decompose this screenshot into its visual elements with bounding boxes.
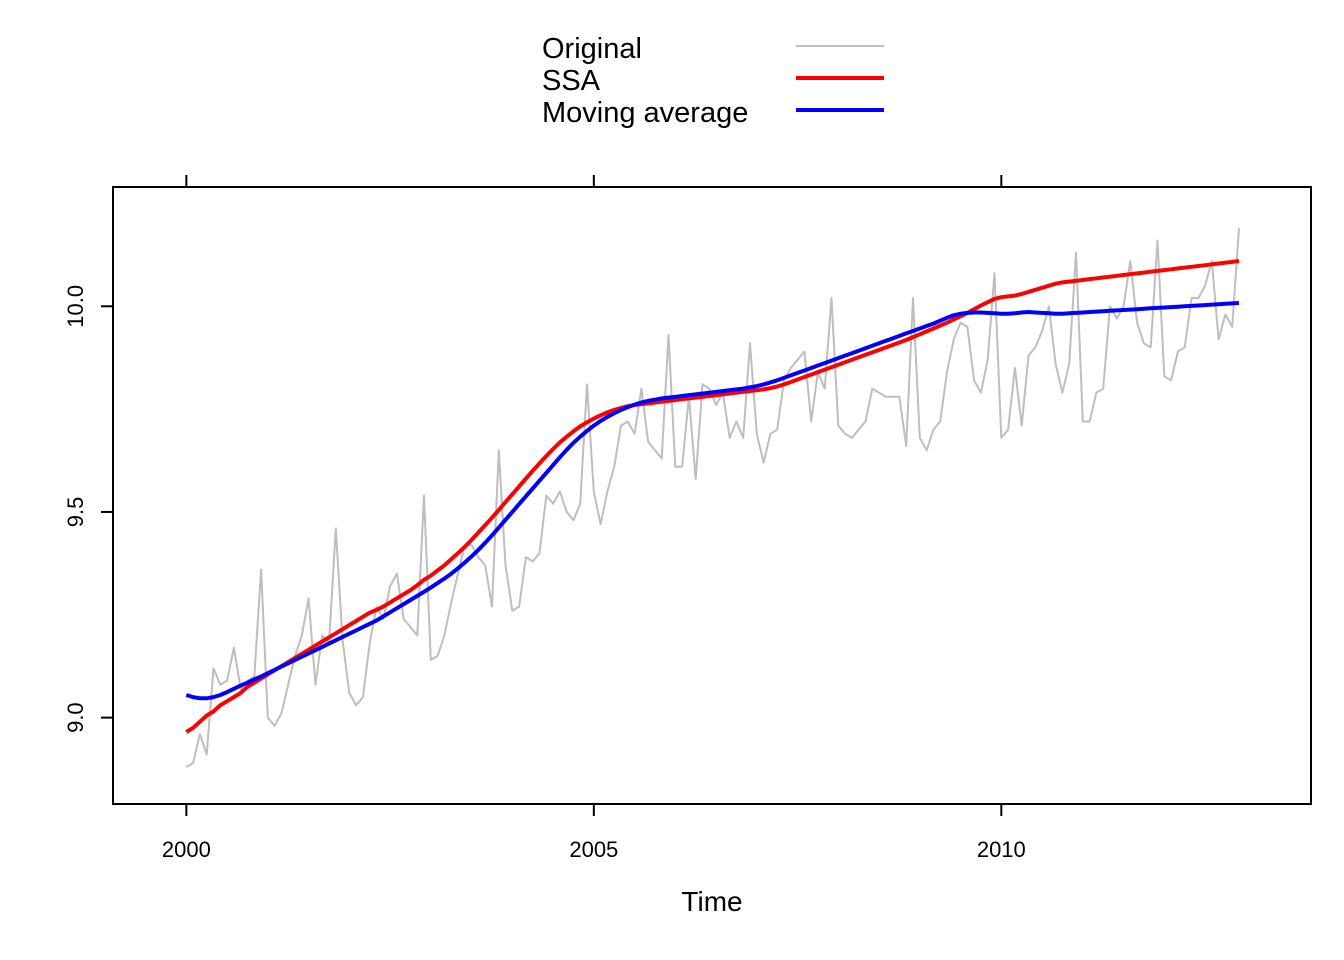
- x-tick-label: 2000: [162, 837, 211, 862]
- series-layer: [185, 228, 1240, 768]
- y-axis: 9.0 9.5 10.0: [63, 285, 113, 733]
- x-axis: 2000 2005 2010: [162, 175, 1026, 862]
- y-tick-label: 9.5: [63, 497, 88, 528]
- y-tick-label: 9.0: [63, 702, 88, 733]
- x-tick-label: 2005: [569, 837, 618, 862]
- plot-area-frame: [112, 186, 1312, 805]
- legend-label: Original: [542, 33, 642, 65]
- legend-label: SSA: [542, 65, 601, 97]
- series-line-moving-average: [185, 301, 1240, 701]
- x-tick-label: 2010: [977, 837, 1026, 862]
- series-line-original: [185, 228, 1240, 768]
- x-axis-title: Time: [681, 886, 742, 917]
- y-tick-label: 10.0: [63, 285, 88, 328]
- series-line-ssa: [185, 259, 1240, 734]
- legend-label: Moving average: [542, 97, 748, 129]
